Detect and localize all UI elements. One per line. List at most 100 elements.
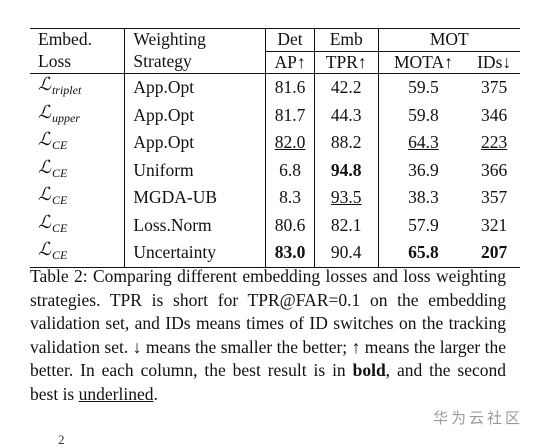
tpr-cell: 90.4 xyxy=(313,239,379,268)
table-row: ℒCE Uncertainty 83.0 90.4 65.8 207 xyxy=(30,239,520,268)
header-ids: IDs↓ xyxy=(468,51,520,74)
ids-cell: 366 xyxy=(468,157,520,185)
caption-text-2: , and the second best is xyxy=(30,360,506,404)
loss-subscript: CE xyxy=(51,220,68,235)
results-table: Embed. Weighting Det Emb MOT Loss Strate… xyxy=(30,28,520,268)
mota-cell-value: 64.3 xyxy=(408,132,439,152)
table-row: ℒCE App.Opt 82.0 88.2 64.3 223 xyxy=(30,129,520,157)
mota-cell: 59.5 xyxy=(377,73,469,102)
tpr-cell-value: 88.2 xyxy=(330,132,362,152)
ap-cell: 83.0 xyxy=(265,239,315,268)
ids-cell: 321 xyxy=(468,212,520,240)
header-det: Det xyxy=(265,28,315,52)
loss-subscript: triplet xyxy=(51,83,82,97)
loss-symbol: ℒ xyxy=(38,156,51,178)
loss-cell: ℒCE xyxy=(30,129,125,157)
loss-subscript: CE xyxy=(51,165,68,180)
strategy-cell: Uncertainty xyxy=(124,239,266,268)
ids-cell-value: 207 xyxy=(481,242,508,262)
ids-cell-value: 375 xyxy=(481,77,508,97)
mota-cell-value: 57.9 xyxy=(408,214,439,235)
ap-cell-value: 81.7 xyxy=(274,104,306,125)
caption-bold-word: bold xyxy=(352,360,386,380)
caption-underlined-word: underlined xyxy=(78,383,154,404)
loss-symbol: ℒ xyxy=(38,129,51,150)
header-weighting: Weighting xyxy=(124,28,266,51)
mota-cell: 57.9 xyxy=(377,211,469,239)
strategy-cell: App.Opt xyxy=(124,101,266,129)
table-row: ℒtriplet App.Opt 81.6 42.2 59.5 375 xyxy=(30,73,520,102)
table-header-row-1: Embed. Weighting Det Emb MOT xyxy=(30,28,520,52)
tpr-cell: 93.5 xyxy=(313,184,379,212)
table-row: ℒupper App.Opt 81.7 44.3 59.8 346 xyxy=(30,101,520,130)
loss-symbol: ℒ xyxy=(38,184,51,205)
header-loss: Loss xyxy=(30,51,125,74)
strategy-cell-value: App.Opt xyxy=(133,104,195,125)
mota-cell-value: 38.3 xyxy=(408,187,439,207)
mota-cell: 65.8 xyxy=(377,239,469,268)
loss-symbol: ℒ xyxy=(38,211,51,233)
mota-cell-value: 36.9 xyxy=(408,159,439,180)
watermark: 华为云社区 xyxy=(433,409,524,427)
ids-cell-value: 346 xyxy=(481,104,508,125)
ids-cell: 357 xyxy=(468,184,520,212)
ap-cell-value: 80.6 xyxy=(274,214,306,235)
loss-subscript: upper xyxy=(51,110,80,125)
tpr-cell: 42.2 xyxy=(313,73,379,102)
ap-cell-value: 82.0 xyxy=(274,132,306,152)
strategy-cell: MGDA-UB xyxy=(124,184,266,212)
ap-cell-value: 8.3 xyxy=(279,187,301,207)
mota-cell: 64.3 xyxy=(377,129,469,157)
ids-cell-value: 366 xyxy=(481,159,508,180)
header-emb: Emb xyxy=(313,28,379,52)
strategy-cell-value: Uniform xyxy=(133,159,194,180)
tpr-cell-value: 44.3 xyxy=(330,104,362,125)
header-tpr: TPR↑ xyxy=(313,51,379,74)
loss-cell: ℒupper xyxy=(30,102,125,130)
tpr-cell-value: 42.2 xyxy=(330,77,362,97)
strategy-cell-value: Loss.Norm xyxy=(133,214,212,235)
loss-symbol: ℒ xyxy=(38,239,51,260)
tpr-cell-value: 90.4 xyxy=(330,242,362,262)
loss-cell: ℒCE xyxy=(30,157,125,185)
header-strategy: Strategy xyxy=(124,51,266,74)
tpr-cell-value: 93.5 xyxy=(330,187,362,207)
mota-cell-value: 59.5 xyxy=(408,77,439,97)
table-header-row-2: Loss Strategy AP↑ TPR↑ MOTA↑ IDs↓ xyxy=(30,51,520,74)
strategy-cell-value: MGDA-UB xyxy=(133,187,218,207)
ap-cell-value: 81.6 xyxy=(274,77,306,97)
ids-cell: 375 xyxy=(468,74,520,102)
ap-cell: 81.6 xyxy=(265,73,315,102)
ids-cell: 346 xyxy=(468,102,520,130)
loss-cell: ℒtriplet xyxy=(30,74,125,102)
ap-cell-value: 6.8 xyxy=(279,159,301,180)
ids-cell: 207 xyxy=(468,239,520,268)
loss-symbol: ℒ xyxy=(38,74,51,95)
loss-cell: ℒCE xyxy=(30,184,125,212)
mota-cell: 36.9 xyxy=(377,156,469,184)
tpr-cell: 44.3 xyxy=(313,101,379,129)
ap-cell-value: 83.0 xyxy=(274,242,306,262)
header-mota: MOTA↑ xyxy=(377,51,469,74)
table-row: ℒCE Uniform 6.8 94.8 36.9 366 xyxy=(30,156,520,185)
table-row: ℒCE Loss.Norm 80.6 82.1 57.9 321 xyxy=(30,211,520,240)
header-ap: AP↑ xyxy=(265,51,315,74)
mota-cell: 59.8 xyxy=(377,101,469,129)
ids-cell: 223 xyxy=(468,129,520,157)
mota-cell-value: 59.8 xyxy=(408,104,439,125)
strategy-cell: App.Opt xyxy=(124,129,266,157)
header-embed: Embed. xyxy=(30,28,125,51)
ids-cell-value: 321 xyxy=(481,214,508,235)
loss-subscript: CE xyxy=(51,248,68,262)
loss-symbol: ℒ xyxy=(38,101,51,123)
mota-cell-value: 65.8 xyxy=(408,242,439,262)
tpr-cell-value: 82.1 xyxy=(330,214,362,235)
loss-cell: ℒCE xyxy=(30,212,125,240)
caption-text-3: . xyxy=(153,383,158,404)
caption-text: Table 2: Comparing different embedding l… xyxy=(30,266,506,380)
strategy-cell-value: Uncertainty xyxy=(133,242,216,262)
strategy-cell: Uniform xyxy=(124,156,266,184)
table-body: ℒtriplet App.Opt 81.6 42.2 59.5 375 ℒupper App.… xyxy=(30,73,520,268)
tpr-cell-value: 94.8 xyxy=(330,159,362,180)
strategy-cell-value: App.Opt xyxy=(133,132,195,152)
